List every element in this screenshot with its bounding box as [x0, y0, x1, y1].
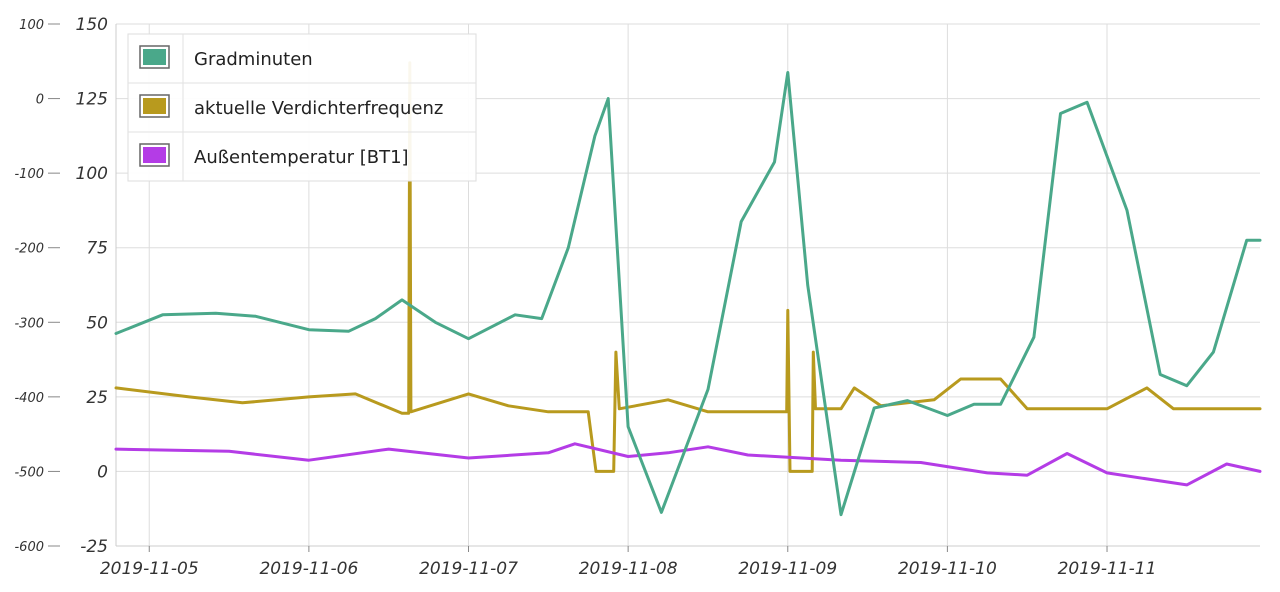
right-y-tick-label: 125: [76, 90, 108, 110]
legend-swatch[interactable]: [143, 49, 166, 65]
series-line-1: [114, 61, 1262, 473]
series-line-0: [114, 71, 1262, 517]
legend-label[interactable]: Gradminuten: [194, 49, 313, 70]
right-y-tick-label: 0: [97, 462, 108, 482]
x-axis: 2019-11-05 2019-11-06 2019-11-07 2019-11-08…: [100, 546, 1157, 579]
left-y-tick-label: -400: [14, 391, 44, 406]
right-y-tick-label: 150: [76, 15, 108, 35]
left-y-tick-label: 0: [36, 93, 44, 108]
x-tick-label: 2019-11-09: [738, 559, 837, 579]
right-y-tick-label: 75: [86, 239, 108, 259]
x-tick-label: 2019-11-08: [579, 559, 678, 579]
left-y-tick-label: -100: [14, 167, 44, 182]
x-tick-label: 2019-11-11: [1058, 559, 1157, 579]
legend-swatch[interactable]: [143, 98, 166, 114]
series-line-2: [114, 442, 1262, 487]
left-y-tick-label: -200: [14, 242, 44, 257]
left-y-axis: 100 0 -100 -200 -300 -400 -500 -600: [14, 18, 60, 555]
x-tick-label: 2019-11-06: [259, 559, 358, 579]
x-tick-label: 2019-11-07: [419, 559, 518, 579]
legend[interactable]: Gradminuten aktuelle Verdichterfrequenz Au…: [127, 33, 477, 182]
left-y-tick-label: 100: [19, 18, 44, 33]
series-layer: [114, 61, 1262, 517]
legend-swatch[interactable]: [143, 147, 166, 163]
left-y-tick-label: -500: [14, 465, 44, 480]
left-y-tick-label: -600: [14, 540, 44, 555]
legend-label[interactable]: aktuelle Verdichterfrequenz: [194, 98, 443, 119]
right-y-tick-label: -25: [80, 537, 108, 557]
legend-box: [127, 33, 477, 182]
right-y-tick-label: 50: [86, 313, 108, 333]
right-y-axis: 150 125 100 75 50 25 0 -25: [76, 15, 108, 557]
legend-label[interactable]: Außentemperatur [BT1]: [194, 147, 409, 168]
right-y-tick-label: 100: [76, 164, 108, 184]
right-y-tick-label: 25: [86, 388, 108, 408]
x-tick-label: 2019-11-05: [100, 559, 199, 579]
left-y-tick-label: -300: [14, 316, 44, 331]
x-tick-label: 2019-11-10: [898, 559, 997, 579]
